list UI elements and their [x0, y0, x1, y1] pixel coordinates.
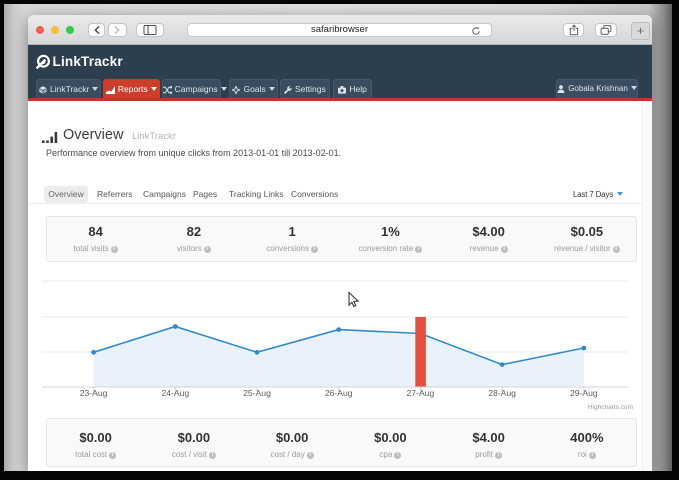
- svg-text:Highcharts.com: Highcharts.com: [588, 404, 633, 411]
- svg-text:26-Aug: 26-Aug: [325, 388, 353, 398]
- svg-text:24-Aug: 24-Aug: [161, 388, 189, 398]
- svg-text:29-Aug: 29-Aug: [570, 388, 598, 398]
- svg-text:23-Aug: 23-Aug: [80, 388, 108, 398]
- svg-text:25-Aug: 25-Aug: [243, 388, 271, 398]
- svg-text:28-Aug: 28-Aug: [488, 388, 516, 398]
- svg-text:27-Aug: 27-Aug: [407, 388, 435, 398]
